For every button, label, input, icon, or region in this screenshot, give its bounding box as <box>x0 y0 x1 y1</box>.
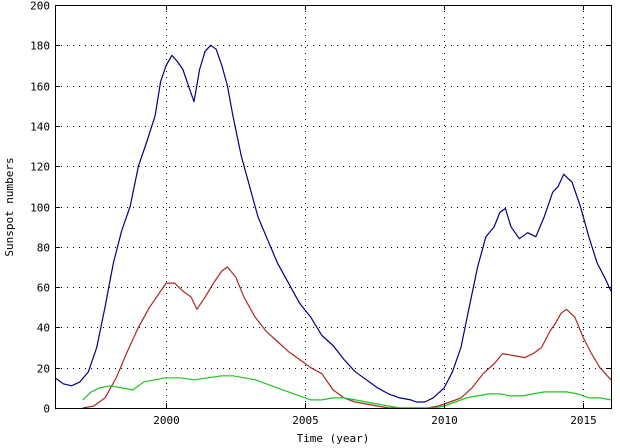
y-tick-label: 0 <box>43 403 50 416</box>
series-line-3 <box>82 375 612 409</box>
y-tick-label: 60 <box>37 282 50 295</box>
x-tick-label: 2015 <box>570 414 597 427</box>
grid-lines <box>55 5 611 408</box>
x-tick-labels: 2000 2005 2010 2015 <box>153 414 597 427</box>
x-tick-label: 2005 <box>292 414 319 427</box>
y-tick-label: 160 <box>30 81 50 94</box>
y-axis-label: Sunspot numbers <box>3 157 16 256</box>
series-group <box>54 44 612 409</box>
y-tick-label: 20 <box>37 363 50 376</box>
x-axis-label: Time (year) <box>297 432 370 445</box>
x-tick-label: 2000 <box>153 414 180 427</box>
y-tick-labels: 0 20 40 60 80 100 120 140 160 180 200 <box>30 0 50 416</box>
y-tick-label: 140 <box>30 121 50 134</box>
y-tick-label: 180 <box>30 40 50 53</box>
series-line-1 <box>54 44 612 403</box>
axis-ticks <box>55 5 611 409</box>
x-tick-label: 2010 <box>431 414 458 427</box>
y-tick-label: 80 <box>37 242 50 255</box>
y-tick-label: 100 <box>30 202 50 215</box>
y-tick-label: 200 <box>30 0 50 13</box>
y-tick-label: 120 <box>30 161 50 174</box>
series-line-2 <box>82 266 612 409</box>
plot-frame <box>55 5 612 409</box>
y-tick-label: 40 <box>37 322 50 335</box>
